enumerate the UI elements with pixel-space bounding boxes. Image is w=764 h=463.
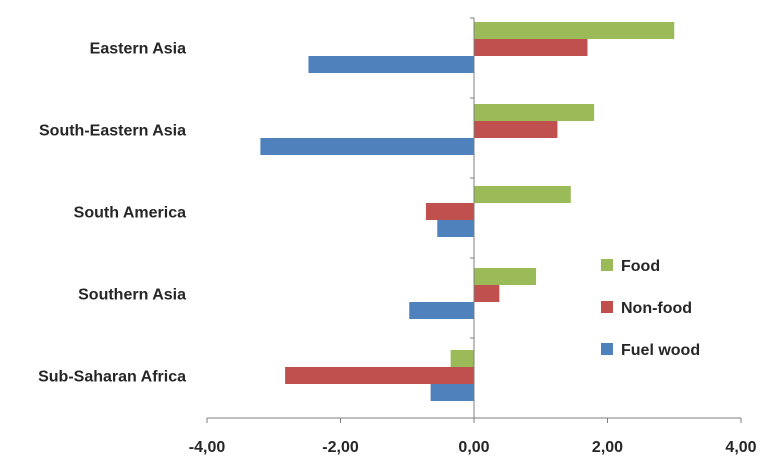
x-tick-label: 0,00 [458, 439, 489, 456]
legend-swatch-food [601, 259, 613, 271]
legend-label-food: Food [621, 258, 660, 275]
bar-non-food-3 [474, 285, 500, 302]
x-tick-label: 2,00 [592, 439, 623, 456]
legend-swatch-non-food [601, 301, 613, 313]
bar-non-food-0 [474, 39, 588, 56]
axes-group [206, 17, 742, 423]
legend-swatch-fuel-wood [601, 343, 613, 355]
bars-group [260, 22, 675, 401]
bar-food-3 [474, 268, 537, 285]
bar-fuel-wood-4 [430, 384, 474, 401]
bar-food-4 [450, 350, 474, 367]
category-label: Southern Asia [78, 287, 186, 304]
x-tick-label: -2,00 [322, 439, 359, 456]
legend: Food Non-food Fuel wood [601, 258, 700, 359]
category-label: South America [74, 205, 186, 222]
legend-label-non-food: Non-food [621, 300, 692, 317]
bar-fuel-wood-2 [437, 220, 474, 237]
bar-non-food-4 [285, 367, 474, 384]
bar-fuel-wood-0 [308, 56, 474, 73]
legend-label-fuel-wood: Fuel wood [621, 342, 700, 359]
category-label: Sub-Saharan Africa [38, 369, 186, 386]
bar-non-food-2 [425, 203, 474, 220]
category-labels: Eastern Asia South-Eastern Asia South Amer… [38, 41, 186, 386]
x-tick-label: 4,00 [725, 439, 756, 456]
bar-fuel-wood-3 [409, 302, 474, 319]
tick-labels: -4,00 -2,00 0,00 2,00 4,00 [189, 439, 757, 456]
bar-fuel-wood-1 [260, 138, 474, 155]
bar-food-2 [474, 186, 571, 203]
bar-food-1 [474, 104, 595, 121]
bar-food-0 [474, 22, 675, 39]
category-label: Eastern Asia [90, 41, 186, 58]
bar-non-food-1 [474, 121, 558, 138]
x-tick-label: -4,00 [189, 439, 226, 456]
category-label: South-Eastern Asia [39, 123, 186, 140]
